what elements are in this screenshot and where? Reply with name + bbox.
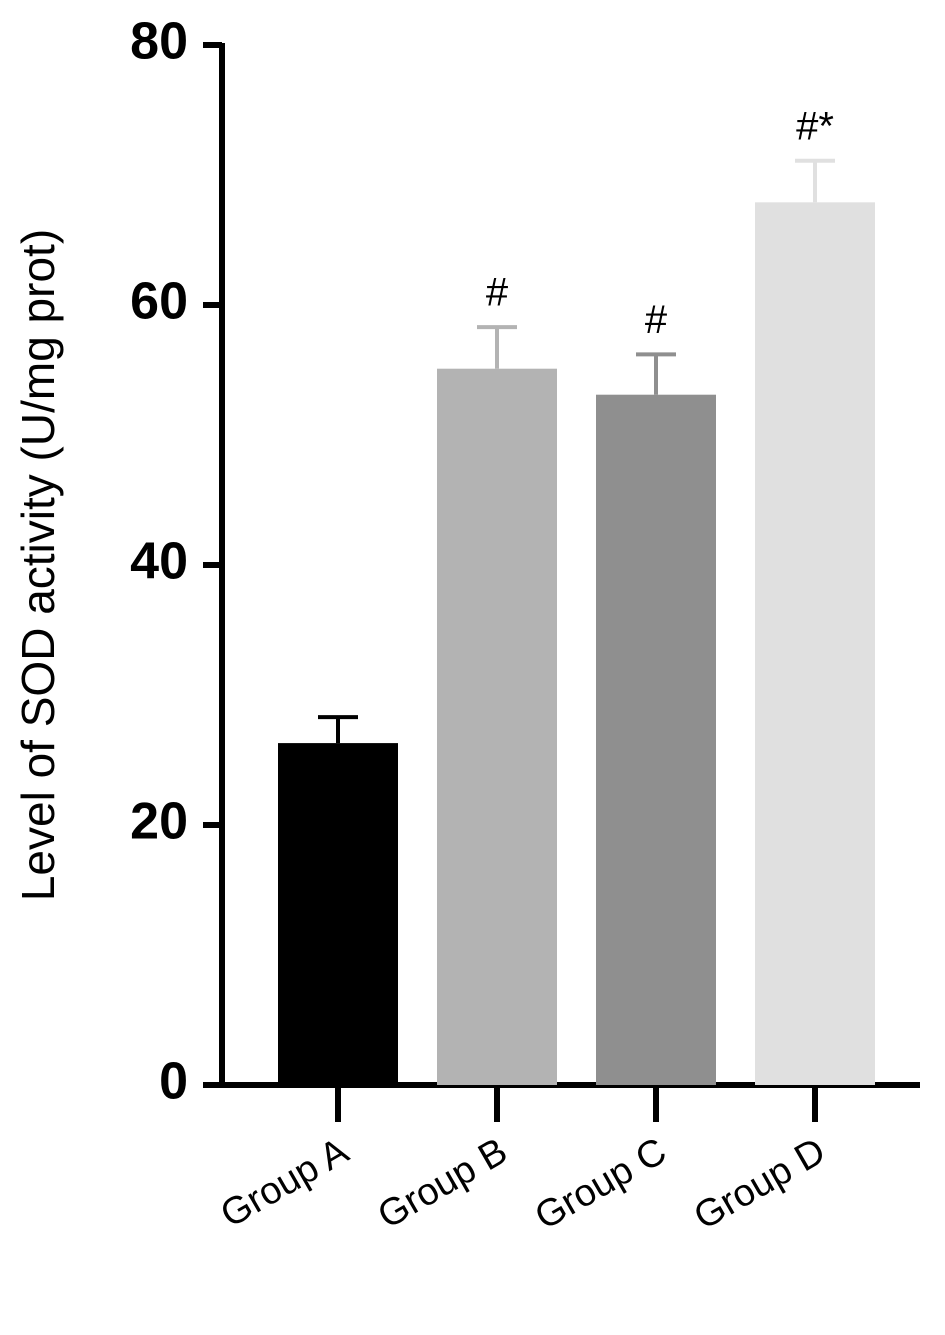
significance-label: #* <box>796 104 834 148</box>
bar <box>437 368 557 1085</box>
y-tick-label: 40 <box>130 533 188 591</box>
x-tick-label: Group D <box>687 1130 832 1238</box>
y-tick-label: 80 <box>130 13 188 71</box>
x-tick-label: Group C <box>528 1130 673 1238</box>
x-tick-label: Group B <box>371 1130 515 1237</box>
bar <box>278 743 398 1085</box>
y-tick-label: 60 <box>130 273 188 331</box>
y-tick-label: 20 <box>130 793 188 851</box>
y-tick-label: 0 <box>159 1053 188 1111</box>
x-tick-label: Group A <box>214 1130 356 1236</box>
bar <box>596 394 716 1085</box>
bar <box>755 202 875 1086</box>
y-axis-label: Level of SOD activity (U/mg prot) <box>12 229 64 901</box>
significance-label: # <box>486 271 509 315</box>
significance-label: # <box>645 298 668 342</box>
